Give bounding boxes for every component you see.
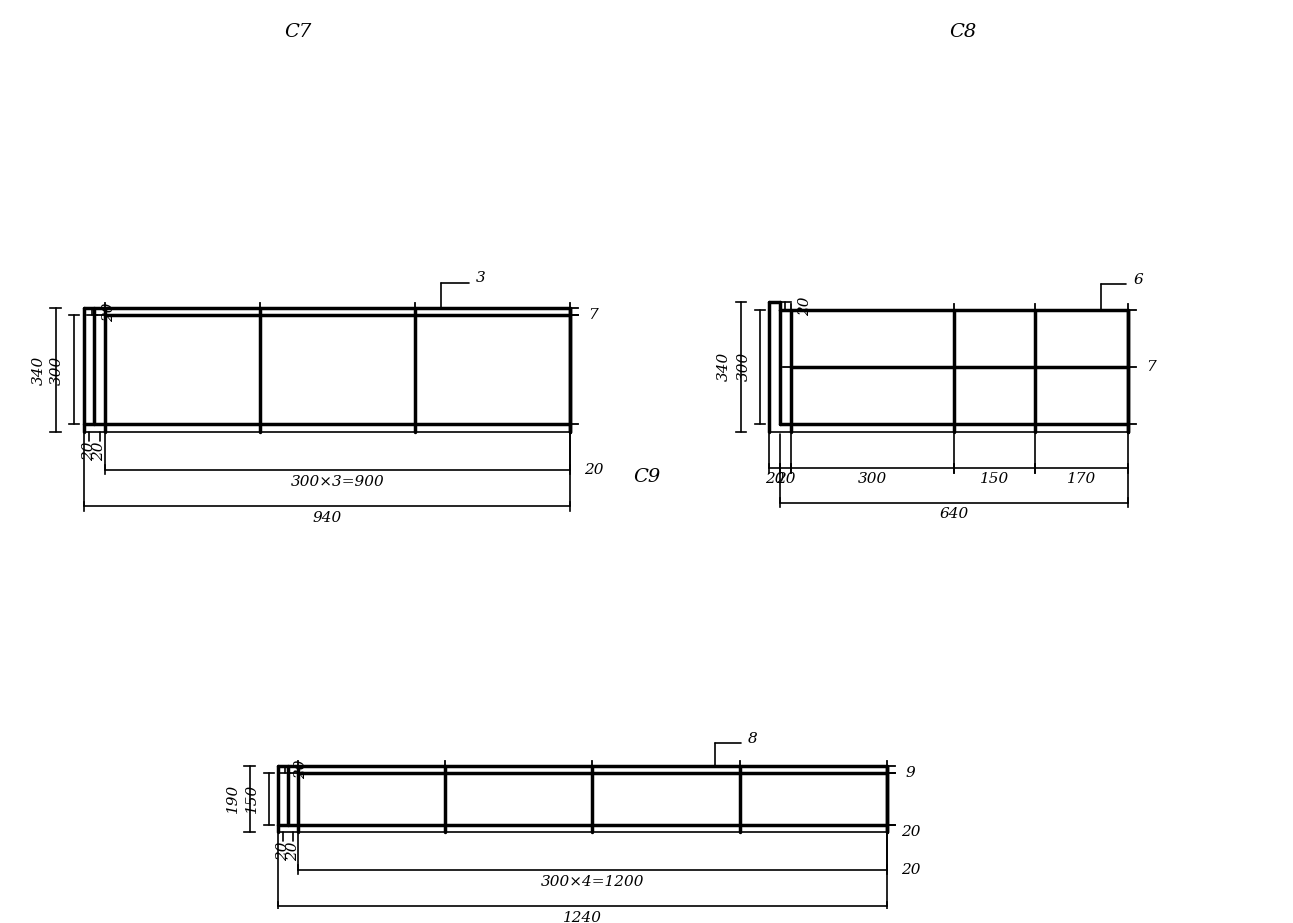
Text: 150: 150	[980, 472, 1010, 486]
Text: 1240: 1240	[564, 911, 603, 923]
Text: 20: 20	[275, 842, 290, 861]
Text: 190: 190	[226, 785, 239, 813]
Text: 340: 340	[32, 355, 45, 385]
Text: 9: 9	[905, 766, 915, 780]
Text: 20: 20	[583, 463, 604, 477]
Text: 20: 20	[901, 825, 921, 839]
Text: 300×3=900: 300×3=900	[291, 474, 384, 488]
Text: 300×4=1200: 300×4=1200	[540, 875, 644, 889]
Text: 8: 8	[747, 732, 758, 746]
Text: 20: 20	[286, 842, 300, 861]
Text: 20: 20	[83, 442, 96, 462]
Text: 300: 300	[857, 472, 887, 486]
Text: 6: 6	[1133, 272, 1143, 286]
Text: 940: 940	[313, 511, 341, 525]
Text: 7: 7	[1146, 360, 1156, 374]
Text: 7: 7	[588, 308, 599, 322]
Text: 640: 640	[939, 508, 968, 521]
Text: 150: 150	[246, 785, 259, 813]
Text: 20: 20	[102, 302, 115, 321]
Text: 300: 300	[50, 355, 63, 385]
Text: 20: 20	[901, 863, 921, 877]
Text: C8: C8	[949, 23, 978, 41]
Text: 20: 20	[765, 472, 785, 486]
Text: 20: 20	[295, 760, 309, 779]
Text: 3: 3	[476, 271, 486, 285]
Text: 20: 20	[798, 296, 812, 316]
Text: C7: C7	[283, 23, 312, 41]
Text: C9: C9	[632, 468, 661, 486]
Text: 340: 340	[718, 353, 731, 381]
Text: 300: 300	[737, 353, 750, 381]
Text: 20: 20	[93, 442, 106, 462]
Text: 170: 170	[1067, 472, 1096, 486]
Text: 20: 20	[776, 472, 795, 486]
